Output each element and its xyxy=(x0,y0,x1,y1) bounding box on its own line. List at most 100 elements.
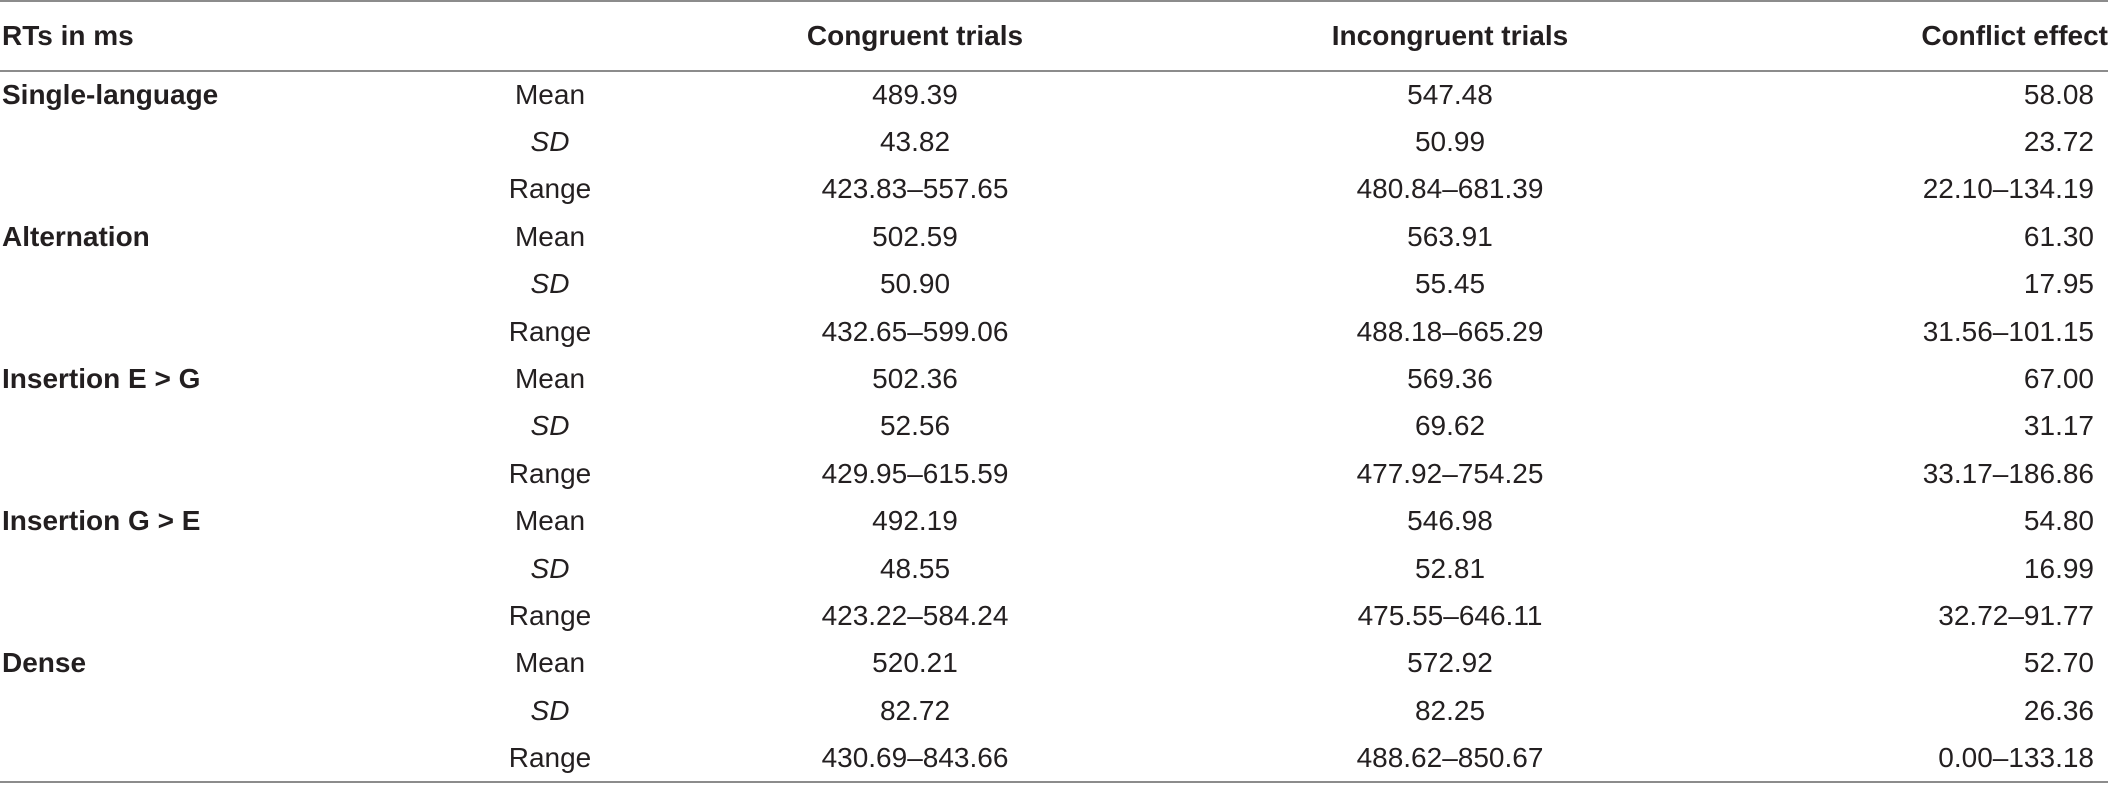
table-body: Single-language Mean 489.39 547.48 58.08 SD 43… xyxy=(0,71,2108,783)
row-group-label xyxy=(0,261,420,308)
row-group-label: Dense xyxy=(2,647,87,679)
row-stat-label: SD xyxy=(530,552,570,584)
cell-incongruent: 547.48 xyxy=(1407,79,1493,111)
row-group-label: Alternation xyxy=(2,220,150,252)
row-group-label xyxy=(0,403,420,450)
row-group-label xyxy=(0,118,420,165)
cell-congruent: 520.21 xyxy=(872,647,958,679)
cell-conflict: 0.00–133.18 xyxy=(1750,734,2108,783)
cell-congruent: 43.82 xyxy=(879,126,951,158)
cell-incongruent: 55.45 xyxy=(1414,268,1486,300)
cell-incongruent: 488.18–665.29 xyxy=(1356,315,1544,347)
header-incongruent: Incongruent trials xyxy=(1150,0,1750,72)
cell-congruent: 502.36 xyxy=(872,363,958,395)
cell-congruent: 432.65–599.06 xyxy=(821,315,1009,347)
rt-table: RTs in ms Congruent trials Incongruent t… xyxy=(0,0,2108,783)
cell-incongruent: 569.36 xyxy=(1407,363,1493,395)
cell-congruent: 52.56 xyxy=(879,410,951,442)
row-group-label xyxy=(0,592,420,639)
cell-congruent: 502.59 xyxy=(872,220,958,252)
table-row: Insertion G > E Mean 492.19 546.98 54.80 xyxy=(0,498,2108,545)
row-stat-label: SD xyxy=(530,268,570,300)
cell-incongruent: 52.81 xyxy=(1414,552,1486,584)
row-stat-label: Range xyxy=(508,315,592,347)
row-group-label: Insertion G > E xyxy=(2,505,201,537)
table-row: SD 50.90 55.45 17.95 xyxy=(0,261,2108,308)
cell-conflict: 22.10–134.19 xyxy=(1922,173,2094,205)
cell-incongruent: 546.98 xyxy=(1407,505,1493,537)
row-stat-label: Range xyxy=(508,599,592,631)
table-row: Range 429.95–615.59 477.92–754.25 33.17–186… xyxy=(0,450,2108,497)
cell-conflict: 52.70 xyxy=(2023,647,2094,679)
header-row: RTs in ms Congruent trials Incongruent t… xyxy=(0,0,2108,72)
table-row: Alternation Mean 502.59 563.91 61.30 xyxy=(0,213,2108,260)
row-stat-label: SD xyxy=(530,126,570,158)
header-congruent: Congruent trials xyxy=(680,0,1150,72)
table-row: SD 43.82 50.99 23.72 xyxy=(0,118,2108,165)
cell-conflict: 17.95 xyxy=(2023,268,2094,300)
row-stat-label: Mean xyxy=(514,220,586,252)
row-group-label xyxy=(0,308,420,355)
cell-congruent: 430.69–843.66 xyxy=(680,734,1150,783)
row-stat-label: Mean xyxy=(514,647,586,679)
cell-congruent: 429.95–615.59 xyxy=(821,457,1009,489)
row-stat-label: Mean xyxy=(514,363,586,395)
table-row: Dense Mean 520.21 572.92 52.70 xyxy=(0,640,2108,687)
cell-conflict: 26.36 xyxy=(2023,694,2094,726)
row-group-label xyxy=(0,545,420,592)
cell-conflict: 32.72–91.77 xyxy=(1938,599,2094,631)
header-conflict: Conflict effect xyxy=(1750,0,2108,72)
cell-conflict: 58.08 xyxy=(2023,79,2094,111)
cell-incongruent: 572.92 xyxy=(1407,647,1493,679)
cell-congruent: 48.55 xyxy=(879,552,951,584)
row-stat-label: Range xyxy=(420,734,680,783)
table-row: Range 423.22–584.24 475.55–646.11 32.72–91.… xyxy=(0,592,2108,639)
cell-incongruent: 475.55–646.11 xyxy=(1357,599,1543,631)
table-row: Insertion E > G Mean 502.36 569.36 67.00 xyxy=(0,355,2108,402)
cell-incongruent: 480.84–681.39 xyxy=(1356,173,1544,205)
row-stat-label: Mean xyxy=(514,79,586,111)
cell-conflict: 61.30 xyxy=(2023,220,2094,252)
cell-conflict: 54.80 xyxy=(2023,505,2094,537)
cell-conflict: 31.17 xyxy=(2023,410,2094,442)
cell-congruent: 489.39 xyxy=(872,79,958,111)
row-group-label: Single-language xyxy=(2,79,219,111)
cell-incongruent: 563.91 xyxy=(1407,220,1493,252)
cell-incongruent: 488.62–850.67 xyxy=(1150,734,1750,783)
row-stat-label: Range xyxy=(508,457,592,489)
row-group-label xyxy=(0,687,420,734)
cell-incongruent: 82.25 xyxy=(1414,694,1486,726)
cell-incongruent: 50.99 xyxy=(1414,126,1486,158)
header-group: RTs in ms xyxy=(0,0,420,72)
row-stat-label: Range xyxy=(508,173,592,205)
cell-incongruent: 477.92–754.25 xyxy=(1356,457,1544,489)
cell-conflict: 67.00 xyxy=(2023,363,2094,395)
row-stat-label: SD xyxy=(530,694,570,726)
table-row: SD 52.56 69.62 31.17 xyxy=(0,403,2108,450)
row-group-label xyxy=(0,734,420,783)
table-row: Range 430.69–843.66 488.62–850.67 0.00–133.… xyxy=(0,734,2108,783)
cell-congruent: 50.90 xyxy=(879,268,951,300)
row-stat-label: Mean xyxy=(514,505,586,537)
table-row: Range 432.65–599.06 488.18–665.29 31.56–101… xyxy=(0,308,2108,355)
row-group-label xyxy=(0,450,420,497)
cell-congruent: 423.83–557.65 xyxy=(821,173,1009,205)
row-stat-label: SD xyxy=(530,410,570,442)
row-group-label: Insertion E > G xyxy=(2,363,201,395)
table-row: Single-language Mean 489.39 547.48 58.08 xyxy=(0,71,2108,118)
cell-conflict: 23.72 xyxy=(2023,126,2094,158)
cell-congruent: 82.72 xyxy=(879,694,951,726)
cell-conflict: 31.56–101.15 xyxy=(1922,315,2094,347)
table-header: RTs in ms Congruent trials Incongruent t… xyxy=(0,0,2108,72)
cell-congruent: 423.22–584.24 xyxy=(821,599,1009,631)
table-row: SD 48.55 52.81 16.99 xyxy=(0,545,2108,592)
cell-conflict: 16.99 xyxy=(2023,552,2094,584)
cell-conflict: 33.17–186.86 xyxy=(1922,457,2094,489)
table-row: Range 423.83–557.65 480.84–681.39 22.10–134… xyxy=(0,166,2108,213)
header-stat xyxy=(420,0,680,72)
table-row: SD 82.72 82.25 26.36 xyxy=(0,687,2108,734)
cell-congruent: 492.19 xyxy=(872,505,958,537)
cell-incongruent: 69.62 xyxy=(1414,410,1486,442)
row-group-label xyxy=(0,166,420,213)
